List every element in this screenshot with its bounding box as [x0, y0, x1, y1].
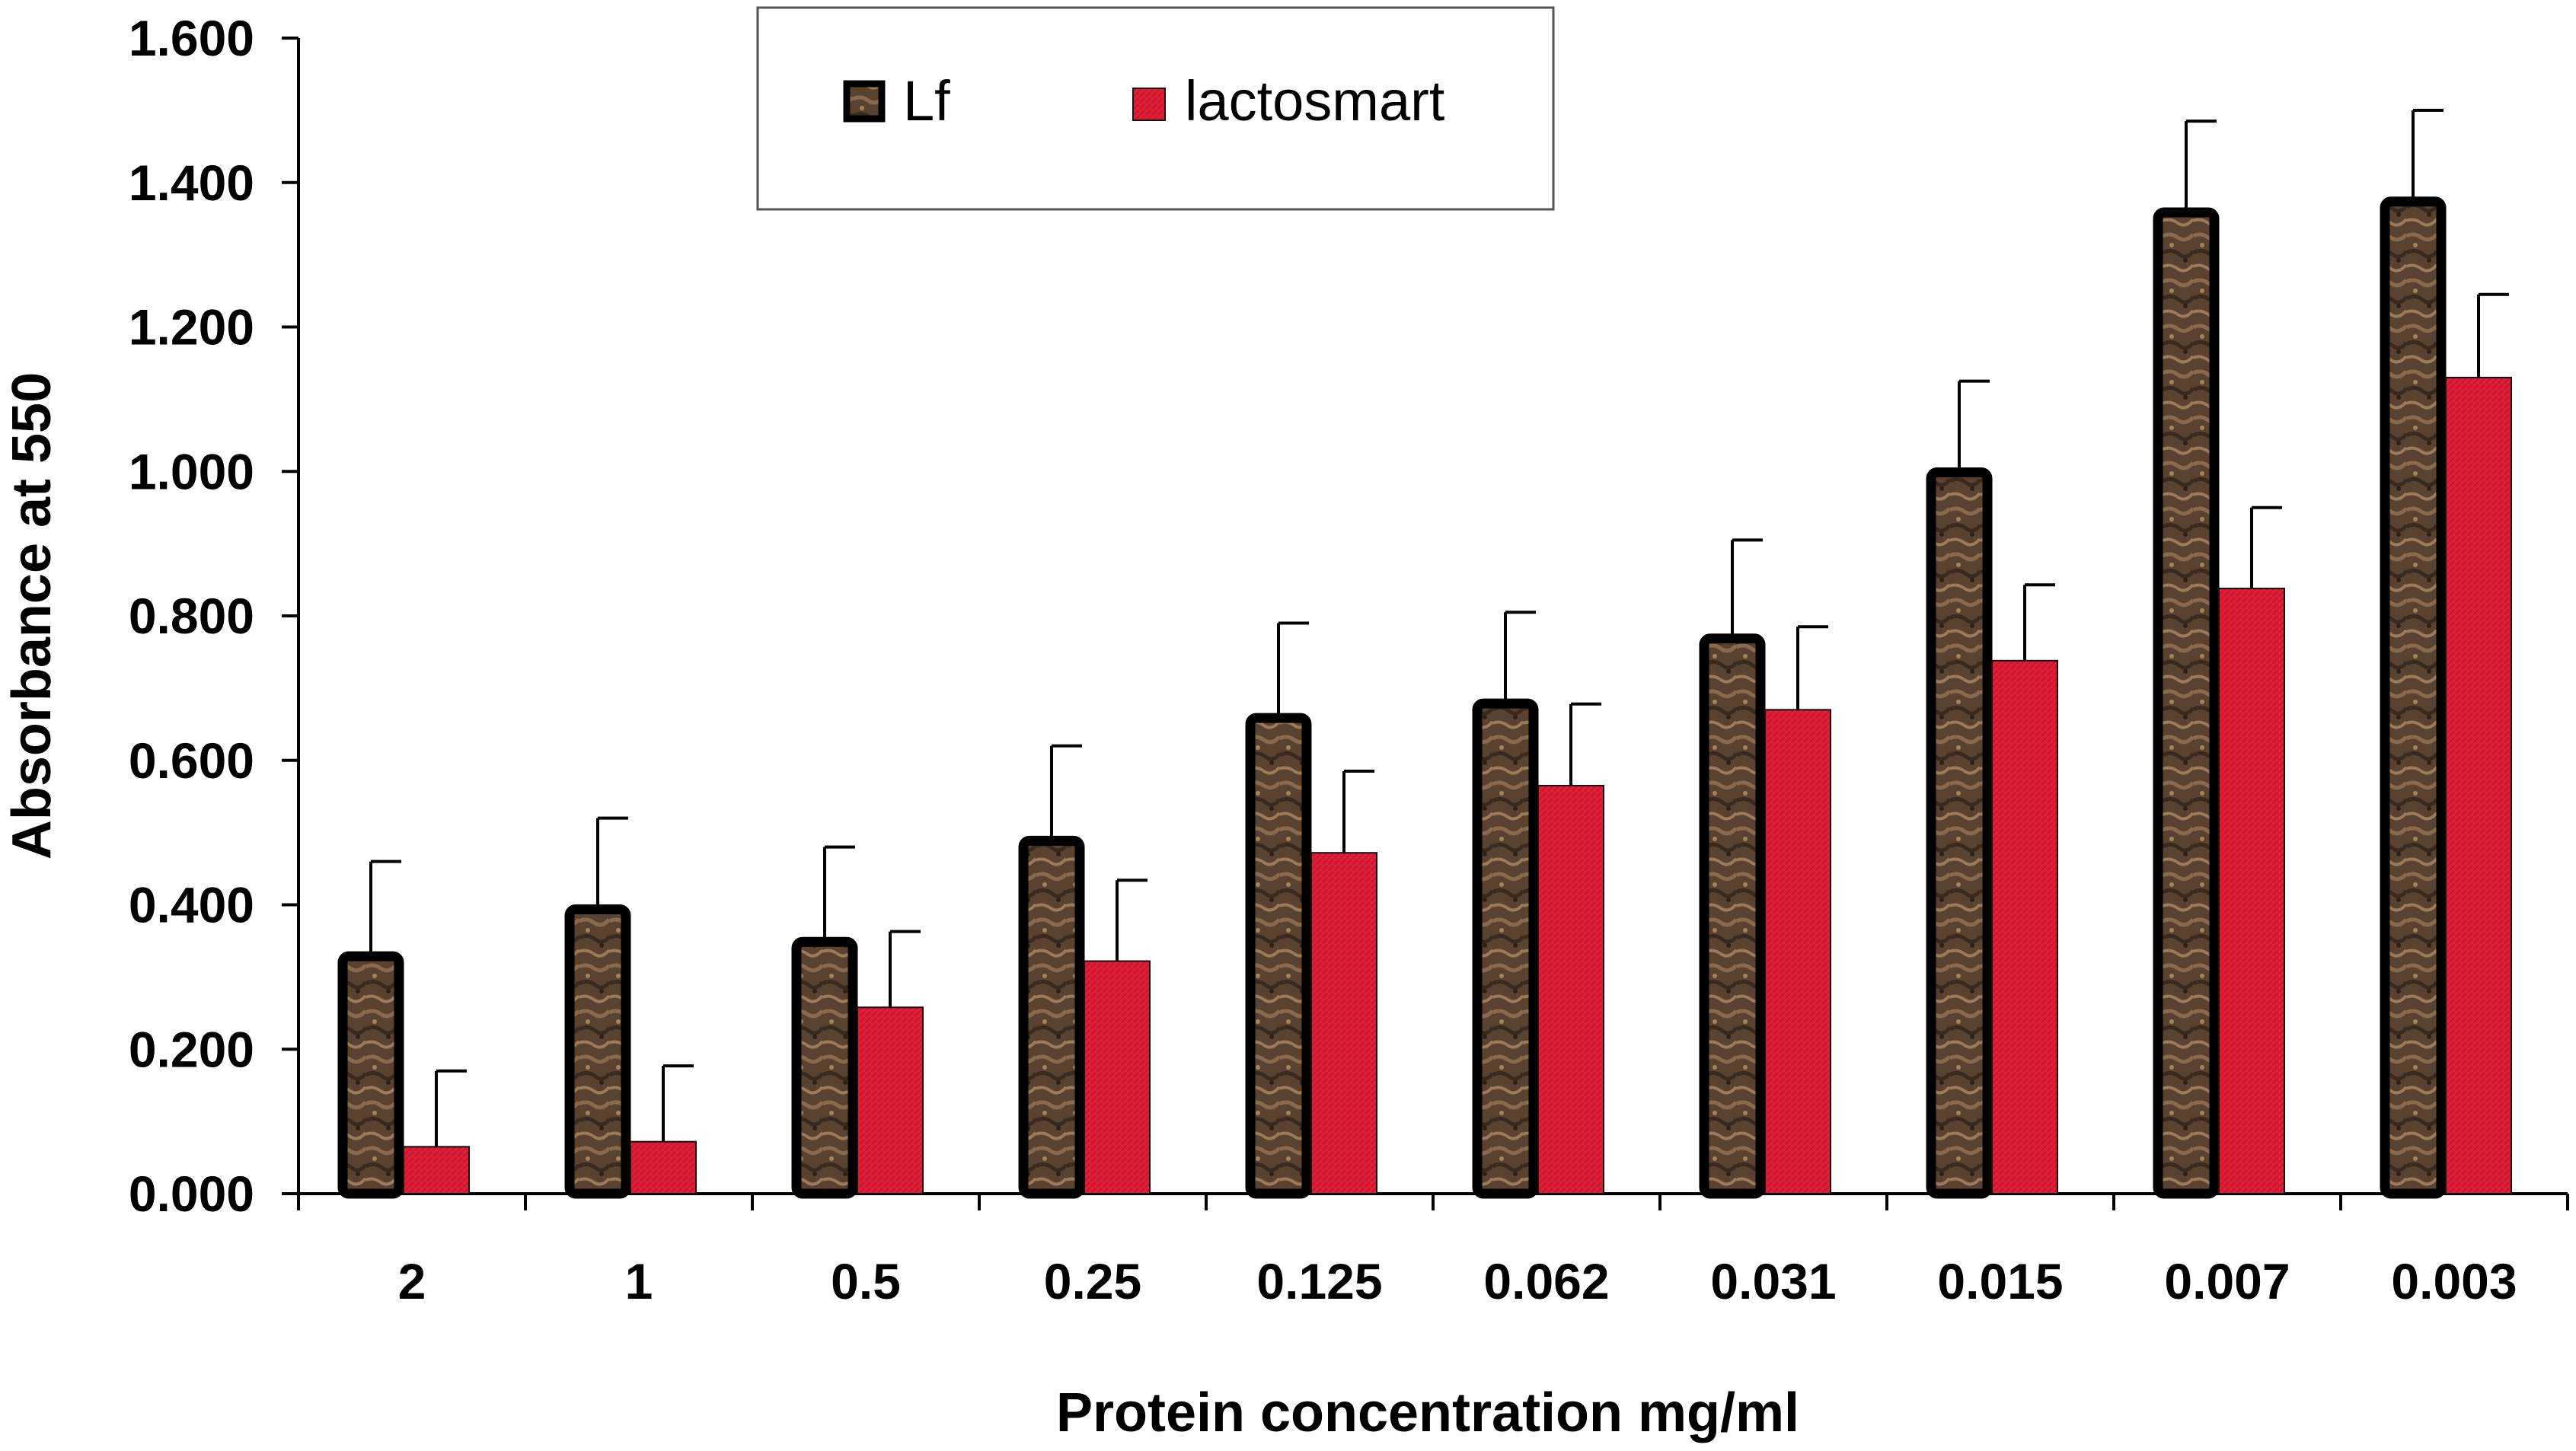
bar-group-lactosmart: [857, 930, 924, 1195]
y-tick-label: 0.000: [129, 1166, 254, 1222]
y-axis: 0.000 0.200 0.400 0.600 0.800 1.000 1.200 1.400…: [129, 10, 300, 1222]
x-tick-label: 0.015: [1937, 1253, 2063, 1309]
bar-lactosmart: [403, 1146, 470, 1195]
bar-group-lactosmart: [1764, 625, 1831, 1194]
bar-group-lf: [564, 816, 631, 1199]
bar-group-lactosmart: [1537, 702, 1604, 1195]
bar-group-lf: [791, 845, 858, 1199]
x-tick-label: 0.007: [2164, 1253, 2290, 1309]
bar-lf: [1245, 713, 1312, 1199]
bar-lf: [2380, 196, 2447, 1199]
y-ticks: 0.000 0.200 0.400 0.600 0.800 1.000 1.200 1.400…: [129, 10, 298, 1222]
y-axis-title: Absorbance at 550: [2, 372, 62, 859]
bar-lactosmart: [1310, 852, 1377, 1194]
bar-lf: [2153, 207, 2220, 1199]
x-axis-title: Protein concentration mg/ml: [1056, 1382, 1799, 1443]
y-tick-label: 1.000: [129, 443, 254, 499]
x-tick-label: 0.062: [1483, 1253, 1609, 1309]
bar-group-lactosmart: [2218, 505, 2285, 1194]
legend-label-lf: Lf: [903, 69, 950, 132]
x-tick-label: 0.003: [2391, 1253, 2517, 1309]
bar-lf: [564, 904, 631, 1199]
y-tick-label: 1.600: [129, 10, 254, 66]
bar-lf: [337, 951, 404, 1199]
bar-group-lf: [1018, 744, 1085, 1199]
bar-lf: [791, 936, 858, 1199]
legend-label-lactosmart: lactosmart: [1185, 69, 1445, 132]
bar-group-lactosmart: [1084, 879, 1151, 1194]
bar-group-lf: [1699, 538, 1766, 1199]
x-tick-label: 1: [625, 1253, 653, 1309]
bar-group-lactosmart: [403, 1069, 470, 1195]
bar-group-lactosmart: [2445, 292, 2512, 1195]
x-tick-label: 2: [398, 1253, 426, 1309]
x-axis: 2 1 0.5 0.25 0.125 0.062 0.031 0.015 0.007 0.003: [297, 1192, 2569, 1309]
bar-group-lf: [1926, 379, 1993, 1199]
bar-group-lf: [2153, 120, 2220, 1199]
bar-group-lactosmart: [1310, 769, 1377, 1194]
legend: Lf lactosmart: [756, 6, 1555, 211]
x-tick-label: 0.25: [1044, 1253, 1141, 1309]
x-tick-label: 0.125: [1256, 1253, 1382, 1309]
bar-group-lf: [337, 859, 404, 1199]
bar-lf: [1018, 835, 1085, 1199]
y-tick-label: 0.600: [129, 732, 254, 789]
y-tick-label: 1.200: [129, 299, 254, 356]
bar-lactosmart: [1991, 659, 2058, 1194]
y-tick-label: 1.400: [129, 155, 254, 211]
legend-swatch-lf: [843, 80, 886, 123]
bars: [337, 108, 2512, 1199]
bar-group-lf: [2380, 108, 2447, 1199]
bar-lf: [1699, 633, 1766, 1199]
y-tick-label: 0.400: [129, 877, 254, 933]
y-tick-label: 0.800: [129, 588, 254, 644]
bar-lactosmart: [1764, 709, 1831, 1194]
bar-group-lactosmart: [1991, 583, 2058, 1194]
bar-group-lactosmart: [630, 1064, 697, 1194]
bar-lactosmart: [630, 1140, 697, 1194]
bar-lf: [1472, 698, 1539, 1199]
bar-lactosmart: [857, 1006, 924, 1195]
bar-lactosmart: [1537, 784, 1604, 1195]
x-tick-label: 0.5: [831, 1253, 901, 1309]
bar-lactosmart: [2445, 376, 2512, 1195]
x-tick-label: 0.031: [1710, 1253, 1836, 1309]
bar-group-lf: [1245, 621, 1312, 1199]
bar-lactosmart: [1084, 960, 1151, 1194]
bar-group-lf: [1472, 611, 1539, 1199]
y-tick-label: 0.200: [129, 1021, 254, 1077]
x-ticks: 2 1 0.5 0.25 0.125 0.062 0.031 0.015 0.007 0.003: [297, 1194, 2569, 1309]
bar-lf: [1926, 467, 1993, 1199]
bar-lactosmart: [2218, 587, 2285, 1194]
legend-swatch-lactosmart: [1132, 88, 1166, 121]
